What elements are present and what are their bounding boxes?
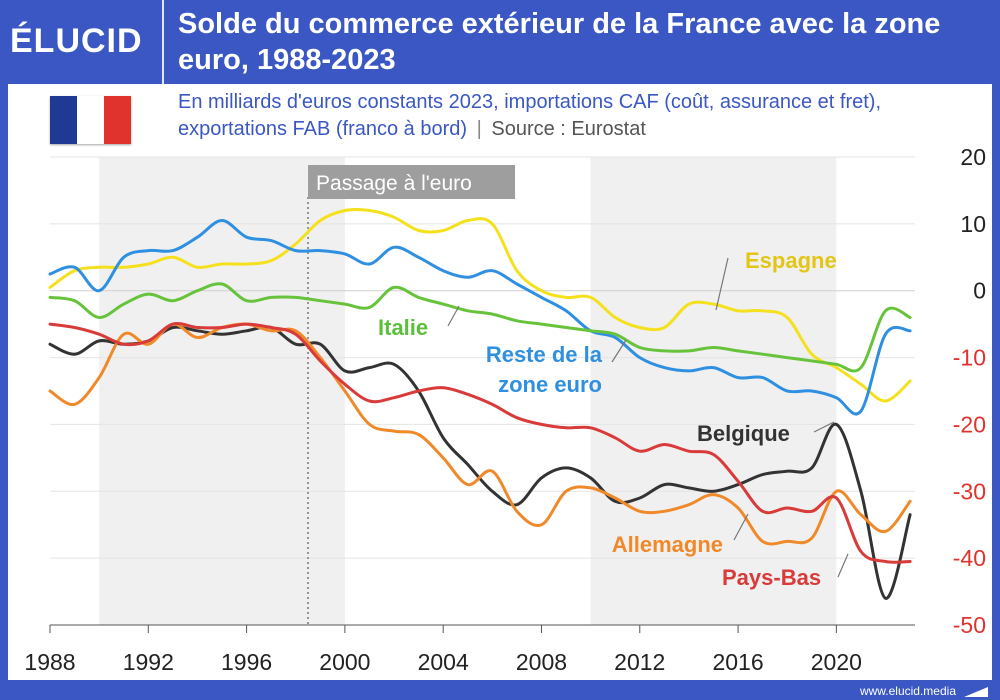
euro-event-label: Passage à l'euro (316, 172, 472, 195)
series-label-line-0: Reste de la (486, 342, 603, 367)
series-line-reste-de-la-zone-euro (48, 219, 912, 416)
leader-line-belgique-0 (813, 421, 835, 433)
logo-divider (162, 0, 164, 84)
header: ÉLUCID Solde du commerce extérieur de la… (0, 0, 1000, 84)
y-tick-label-0: 20 (960, 144, 986, 170)
subtitle-separator: | (476, 118, 482, 140)
y-tick-label-4: -20 (953, 411, 986, 437)
series-line-pays-bas (48, 322, 912, 564)
series-label-reste-de-la-zone-euro: Reste de la zone euro (486, 342, 603, 397)
series-label-belgique: Belgique (697, 421, 790, 446)
series-label-italie: Italie (378, 315, 428, 340)
leader-line-italie-0 (447, 305, 460, 327)
y-tick-label-5: -30 (953, 478, 986, 504)
x-tick-label-7: 2016 (712, 649, 763, 675)
footer-url[interactable]: www.elucid.media (859, 684, 956, 698)
x-tick-label-3: 2000 (319, 649, 370, 675)
y-tick-label-1: 10 (960, 211, 986, 237)
series-label-espagne: Espagne (745, 248, 837, 273)
chart-subtitle: En milliards d'euros constants 2023, imp… (178, 89, 988, 143)
series-line-italie (48, 282, 912, 373)
leader-line-espagne-0 (715, 257, 729, 311)
x-tick-label-8: 2020 (811, 649, 862, 675)
y-tick-label-3: -10 (953, 345, 986, 371)
leader-line-reste-de-la-zone-euro-0 (611, 339, 627, 363)
y-tick-label-7: -50 (953, 612, 986, 638)
series-label-line-1: zone euro (498, 372, 602, 397)
euro-event-label-box (308, 165, 516, 199)
source-text: Source : Eurostat (491, 118, 646, 140)
y-tick-label-6: -40 (953, 545, 986, 571)
x-tick-label-2: 1996 (221, 649, 272, 675)
series-label-pays-bas: Pays-Bas (722, 565, 821, 590)
series-line-belgique (48, 325, 912, 600)
chart-title: Solde du commerce extérieur de la France… (178, 8, 941, 76)
series-label-allemagne: Allemagne (612, 532, 723, 557)
leader-line-pays-bas-0 (837, 553, 849, 578)
france-flag-icon (50, 96, 131, 144)
x-tick-label-1: 1992 (123, 649, 174, 675)
leader-line-allemagne-0 (733, 513, 749, 541)
x-tick-label-5: 2008 (516, 649, 567, 675)
brand-logo[interactable]: ÉLUCID (10, 22, 143, 60)
x-tick-label-4: 2004 (418, 649, 469, 675)
y-tick-label-2: 0 (973, 278, 986, 304)
series-line-allemagne (48, 322, 912, 546)
x-tick-label-0: 1988 (24, 649, 75, 675)
x-tick-label-6: 2012 (614, 649, 665, 675)
brand-mark-icon (964, 687, 988, 697)
series-line-espagne (48, 207, 912, 403)
subtitle-text: En milliards d'euros constants 2023, imp… (178, 91, 882, 140)
